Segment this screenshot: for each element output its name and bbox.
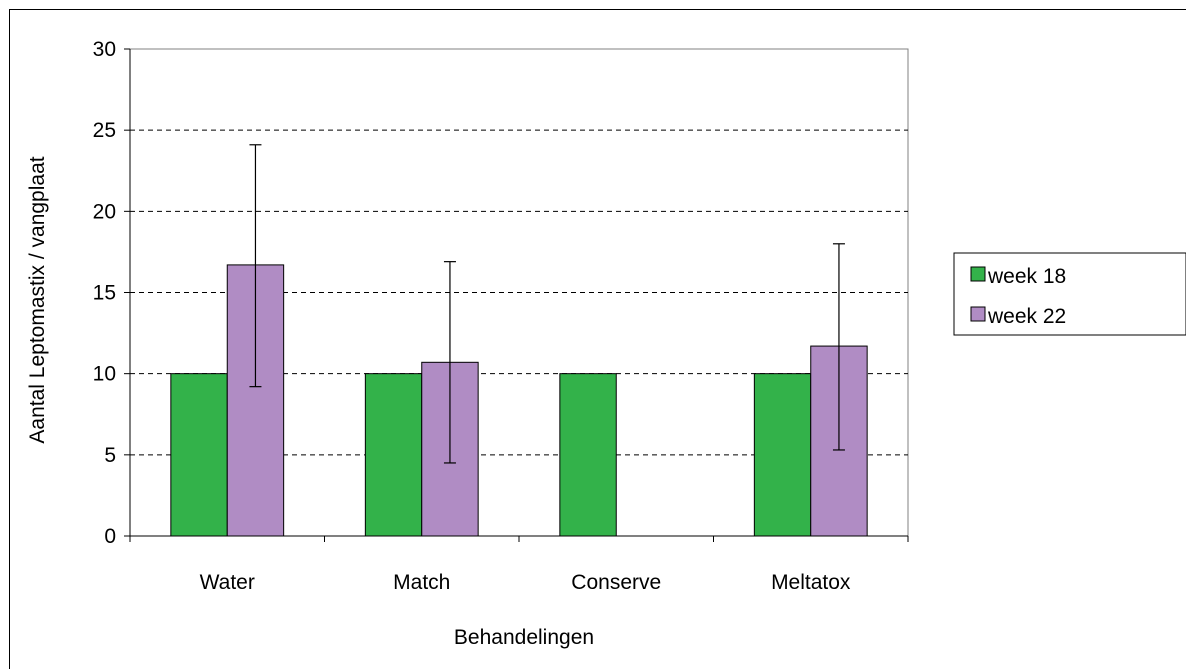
y-tick-label: 20 xyxy=(93,200,116,223)
bar-week-18-conserve xyxy=(559,373,617,537)
y-axis-label: Aantal Leptomastix / vangplaat xyxy=(26,156,49,443)
x-tick-label: Meltatox xyxy=(771,571,851,594)
y-tick-label: 30 xyxy=(93,38,116,61)
legend: week 18 week 22 xyxy=(953,252,1186,336)
y-axis: 0 5 10 15 20 25 30 xyxy=(93,38,131,548)
error-bar-meltatox xyxy=(832,243,845,451)
bar-week-18-match xyxy=(364,373,423,537)
x-axis-label: Behandelingen xyxy=(454,626,594,649)
error-bar-match xyxy=(443,261,456,464)
x-tick-label: Conserve xyxy=(571,571,661,594)
y-tick-label: 0 xyxy=(104,525,116,548)
legend-label-week-18: week 18 xyxy=(987,265,1066,288)
legend-swatch-week-18 xyxy=(970,266,986,282)
bar-week-18-meltatox xyxy=(753,373,812,537)
y-tick-label: 25 xyxy=(93,119,116,142)
legend-label-week-22: week 22 xyxy=(987,305,1066,328)
y-tick-label: 10 xyxy=(93,363,116,386)
error-bar-water xyxy=(249,144,262,388)
chart-frame xyxy=(9,9,1186,669)
x-tick-label: Match xyxy=(393,571,450,594)
error-bars xyxy=(249,144,845,464)
y-tick-label: 5 xyxy=(104,444,116,467)
legend-box xyxy=(953,252,1186,336)
y-tick-label: 15 xyxy=(93,282,116,305)
x-axis: Water Match Conserve Meltatox xyxy=(129,535,909,594)
legend-swatch-week-22 xyxy=(970,306,986,322)
bar-week-18-water xyxy=(170,373,228,537)
x-tick-label: Water xyxy=(200,571,255,594)
